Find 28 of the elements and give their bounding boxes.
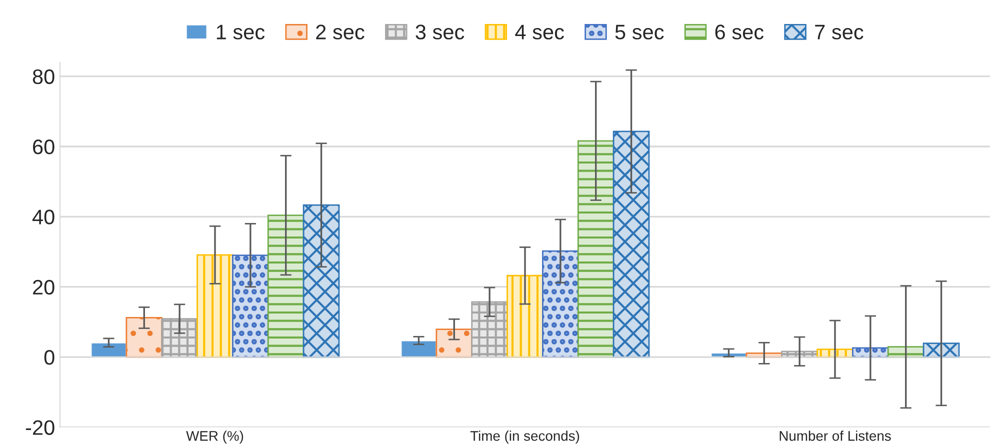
bar — [302, 204, 340, 358]
y-tick-label: 0 — [44, 350, 54, 365]
legend-label: 5 sec — [615, 24, 664, 40]
legend-label: 1 sec — [216, 24, 265, 40]
bar — [267, 214, 304, 358]
y-tick-label: 20 — [33, 280, 54, 295]
legend-label: 6 sec — [715, 24, 764, 40]
bar — [506, 274, 544, 358]
y-tick-label: 80 — [32, 69, 54, 84]
bar — [471, 301, 508, 358]
bar — [196, 254, 234, 358]
x-tick-label: Time (in seconds) — [470, 430, 580, 444]
y-tick-label: 40 — [32, 210, 54, 224]
bar — [126, 317, 163, 358]
legend-label: 3 sec — [416, 24, 464, 40]
legend-label: 7 sec — [815, 24, 864, 40]
bar — [577, 140, 614, 358]
x-tick-label: Number of Listens — [780, 430, 891, 441]
y-tick-label: 60 — [33, 140, 54, 154]
bar — [232, 254, 269, 358]
legend-label: 4 sec — [515, 24, 564, 40]
legend-label: 2 sec — [316, 24, 364, 40]
bar — [161, 318, 198, 358]
bar — [436, 328, 473, 358]
bar — [542, 250, 579, 358]
y-tick-label: -20 — [26, 420, 54, 435]
bar — [612, 130, 650, 358]
x-tick-label: WER (%) — [186, 430, 244, 444]
